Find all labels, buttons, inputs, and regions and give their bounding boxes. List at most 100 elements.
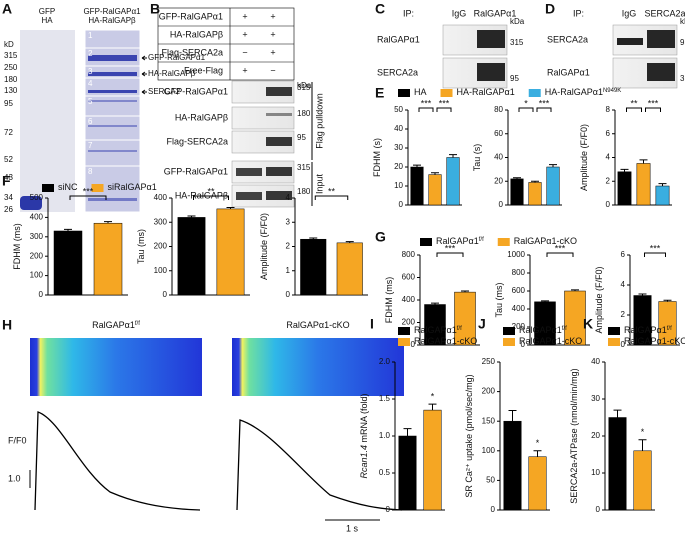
lane-label: IgG	[622, 8, 637, 18]
y-tick-label: 60	[494, 129, 503, 138]
row-label: GFP-RalGAPα1	[159, 11, 223, 21]
condition-label-text: RalGAPα1	[92, 320, 135, 330]
y-tick-label: 30	[394, 143, 403, 152]
y-tick-label: 600	[402, 273, 416, 282]
blot-label: RalGAPα1	[547, 67, 590, 77]
sig-label: *	[524, 98, 528, 108]
legend-label: HA-RalGAPα1	[457, 87, 515, 97]
condition-label-text: RalGAPα1-cKO	[286, 320, 349, 330]
legend-label-text: RalGAPα1	[414, 325, 457, 335]
sig-bracket	[436, 252, 464, 257]
axis-label-text: Amplitude (F/F0)	[579, 124, 589, 191]
error-bar	[508, 410, 517, 422]
legend-label-text: HA-RalGAPα1	[545, 87, 603, 97]
bar	[177, 217, 206, 296]
y-tick-label: 0	[606, 200, 611, 209]
bar	[398, 435, 417, 511]
size-label: 95	[680, 38, 685, 47]
bar	[655, 185, 670, 206]
sig-label: *	[641, 427, 645, 437]
bar	[528, 456, 547, 511]
legend-label-sup: f/f	[667, 326, 672, 332]
axis-label-italic: Rcan1.4	[359, 445, 369, 479]
blot-label: GFP-RalGAPα1	[164, 86, 228, 96]
panel-letter: E	[375, 85, 384, 101]
bar	[336, 242, 363, 296]
legend-label: RalGAPα1-cKO	[624, 336, 685, 346]
y-tick-label: 20	[394, 162, 403, 171]
legend-label-text: RalGAPα1-cKO	[519, 336, 582, 346]
blot-band	[617, 38, 643, 45]
error-bar	[403, 428, 412, 436]
error-bar	[413, 164, 421, 167]
gel-lane	[20, 30, 75, 212]
blot-band	[236, 192, 262, 200]
lane-label: IgG	[452, 8, 467, 18]
error-bar	[613, 409, 622, 418]
bar	[546, 166, 560, 206]
gel-band	[20, 196, 42, 210]
table-cell: +	[270, 29, 275, 39]
blot-label: RalGAPα1	[377, 34, 420, 44]
legend-label-text: RalGAPα1-cKO	[624, 336, 685, 346]
y-tick-label: 3	[286, 217, 291, 226]
blot-band	[266, 191, 292, 200]
marker-label: 95	[4, 99, 13, 108]
transient-trace	[236, 419, 403, 511]
axis-label-text: FDHM (s)	[372, 138, 382, 177]
sig-label: ***	[445, 243, 456, 253]
arrow-label: GFP-RalGAPα1	[148, 53, 206, 62]
bar	[617, 171, 632, 206]
error-bar	[639, 159, 648, 164]
table-cell: +	[242, 29, 247, 39]
blot	[231, 160, 295, 184]
y-tick-label: 1000	[507, 250, 525, 259]
scale-label: 1 s	[346, 523, 359, 533]
row-label: Flag-SERCA2a	[161, 47, 223, 57]
y-tick-label: 20	[591, 431, 600, 440]
bar	[510, 178, 524, 206]
error-bar	[428, 403, 437, 411]
y-tick-label: 2	[621, 310, 626, 319]
y-tick-label: 50	[486, 476, 495, 485]
panel-letter: A	[2, 1, 12, 17]
y-tick-label: 0	[39, 290, 44, 299]
legend-label-text: RalGAPα1	[624, 325, 667, 335]
blot-band	[477, 30, 505, 48]
axis-label: FDHM (ms)	[12, 223, 22, 270]
arrow	[141, 71, 147, 77]
lane-label: SERCA2a	[644, 8, 685, 18]
legend-label-text: RalGAPα1-cKO	[514, 236, 577, 246]
axis-label-text: Tau (ms)	[136, 229, 146, 264]
slice-label: 7	[88, 141, 93, 150]
bar	[93, 222, 123, 296]
row-label: Free-Flag	[184, 65, 223, 75]
marker-label: 250	[4, 63, 18, 72]
bar	[300, 238, 327, 296]
legend-label-sup: f/f	[457, 326, 462, 332]
sig-label: **	[630, 98, 638, 108]
sig-bracket	[644, 252, 666, 257]
error-bar	[449, 154, 457, 158]
size-label: 95	[297, 133, 306, 142]
marker-label: 43	[4, 173, 13, 182]
y-tick-label: 50	[394, 105, 403, 114]
legend-swatch	[42, 184, 54, 192]
y-tick-label: 10	[591, 468, 600, 477]
legend-label: RalGAPα1f/f	[414, 325, 462, 335]
y-tick-label: 4	[286, 193, 291, 202]
bar	[608, 417, 627, 511]
ip-label: IP:	[573, 8, 584, 18]
gel-slice	[84, 165, 141, 213]
axis-label: SR Ca²⁺ uptake (pmol/sec/mg)	[464, 374, 474, 497]
axis-label: Tau (s)	[472, 144, 482, 172]
legend-label-sup: f/f	[562, 326, 567, 332]
y-tick-label: 1	[286, 266, 291, 275]
slice-label: 1	[88, 31, 93, 40]
y-tick-label: 40	[591, 357, 600, 366]
marker-label: 315	[4, 51, 18, 60]
table-cell: −	[270, 65, 275, 75]
size-label: 180	[297, 109, 311, 118]
y-tick-label: 800	[402, 250, 416, 259]
